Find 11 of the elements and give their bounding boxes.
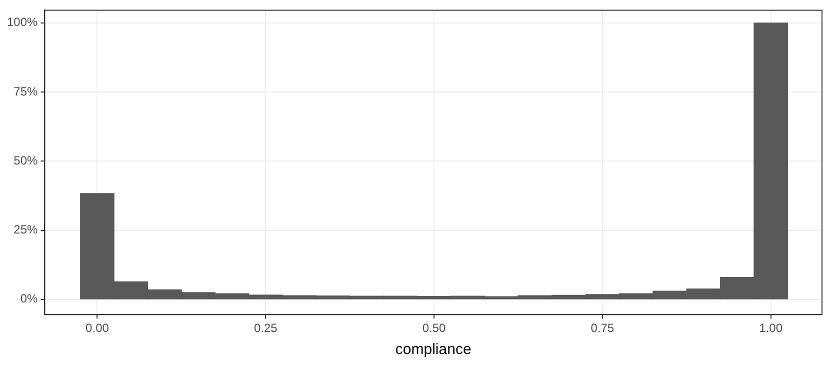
x-tick-label: 1.00: [759, 321, 783, 336]
y-tick-label: 0%: [20, 292, 38, 306]
y-tick-label: 75%: [14, 84, 38, 98]
y-tick-label: 50%: [14, 153, 38, 168]
x-tick-label: 0.00: [86, 321, 110, 336]
x-tick-label: 0.25: [254, 321, 278, 336]
x-tick-label: 0.75: [590, 321, 614, 336]
x-tick-label: 0.50: [422, 321, 446, 336]
y-tick-label: 25%: [14, 222, 38, 237]
x-axis-title: compliance: [395, 341, 472, 358]
y-tick-label: 100%: [6, 15, 38, 30]
